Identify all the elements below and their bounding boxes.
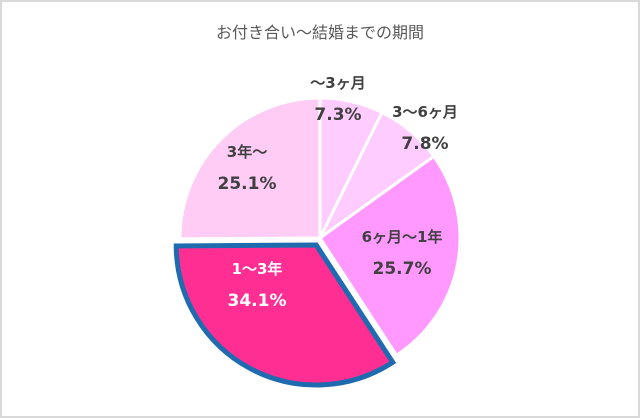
slice-category-label: 3年〜 (227, 143, 267, 161)
pie-slice (178, 96, 322, 241)
pie-slice (173, 242, 397, 388)
pie-slice (317, 154, 462, 358)
slice-category-label: 〜3ヶ月 (310, 74, 365, 92)
slice-value-label: 7.8% (401, 134, 448, 154)
slice-value-label: 25.7% (373, 259, 432, 279)
pie-slices (173, 96, 462, 388)
slice-category-label: 6ヶ月〜1年 (362, 228, 443, 246)
slice-category-label: 1〜3年 (232, 260, 283, 278)
slice-value-label: 34.1% (228, 291, 287, 311)
chart-title: お付き合い〜結婚までの期間 (215, 23, 424, 42)
pie-labels: 〜3ヶ月 7.3% 3〜6ヶ月 7.8% 6ヶ月〜1年 25.7% 1〜3年 34.1% 3年〜… (218, 74, 458, 311)
slice-category-label: 3〜6ヶ月 (392, 103, 458, 121)
slice-value-label: 25.1% (218, 174, 277, 194)
slice-value-label: 7.3% (314, 105, 361, 125)
